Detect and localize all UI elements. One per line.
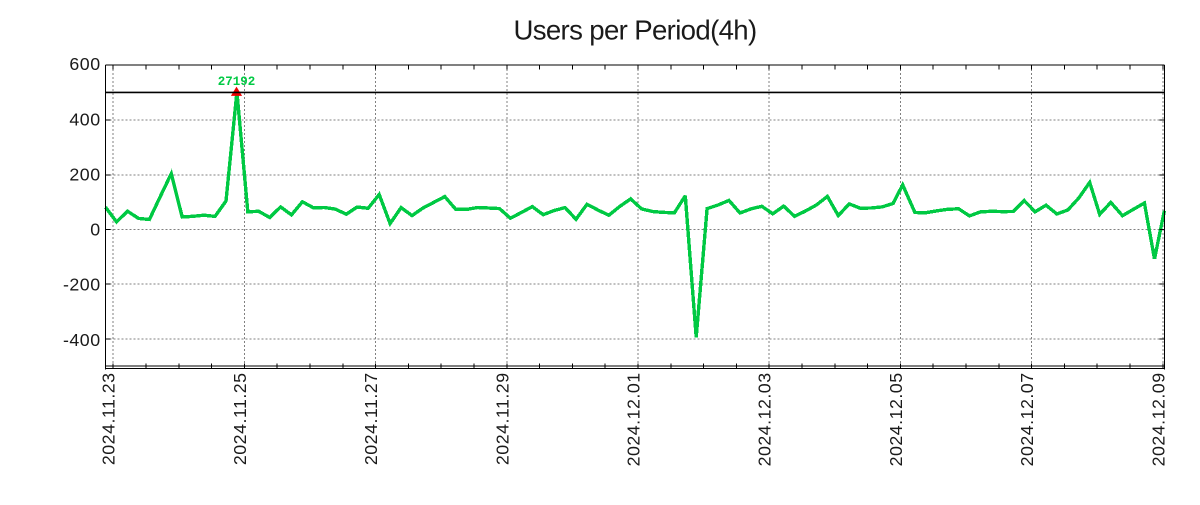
svg-text:2024.11.23: 2024.11.23 xyxy=(99,372,119,465)
svg-text:-400: -400 xyxy=(63,330,101,350)
svg-text:600: 600 xyxy=(69,54,100,74)
svg-text:2024.12.03: 2024.12.03 xyxy=(755,372,775,466)
svg-text:2024.12.07: 2024.12.07 xyxy=(1017,372,1037,466)
svg-text:-200: -200 xyxy=(63,275,101,295)
svg-text:Users per Period(4h): Users per Period(4h) xyxy=(513,14,756,45)
svg-text:2024.12.05: 2024.12.05 xyxy=(886,372,906,466)
svg-text:400: 400 xyxy=(69,109,100,129)
svg-text:2024.11.27: 2024.11.27 xyxy=(361,372,381,465)
svg-text:2024.12.01: 2024.12.01 xyxy=(624,372,644,466)
svg-text:2024.12.09: 2024.12.09 xyxy=(1148,372,1168,466)
svg-text:2024.11.29: 2024.11.29 xyxy=(492,372,512,465)
svg-text:2024.11.25: 2024.11.25 xyxy=(230,372,250,465)
svg-text:200: 200 xyxy=(69,164,100,184)
svg-text:0: 0 xyxy=(90,220,100,240)
svg-text:27192: 27192 xyxy=(218,75,256,89)
